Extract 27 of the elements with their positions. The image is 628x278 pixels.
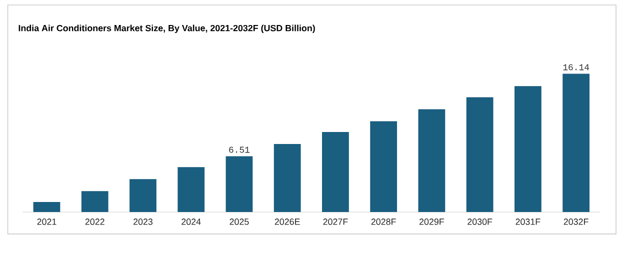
x-tick-label: 2025 [230,218,249,225]
x-tick-label: 2022 [85,218,104,225]
x-tick-label: 2027F [323,218,348,225]
x-tick-label: 2032F [564,218,588,225]
x-tick-label: 2024 [182,218,201,225]
bar [226,156,253,212]
x-tick-label: 2031F [516,218,540,225]
bar [418,109,446,212]
bar [562,74,590,212]
x-tick-label: 2028F [371,218,396,225]
bar [514,86,542,212]
data-label: 16.14 [563,64,589,70]
data-label: 6.51 [229,146,250,153]
chart-title: India Air Conditioners Market Size, By Value, 2021-2032F (USD Billion) [18,24,315,34]
x-tick-label: 2030F [468,218,492,225]
bar [130,179,156,212]
bar [81,191,108,212]
bar [322,132,349,212]
x-tick-label: 2026E [274,218,300,225]
bar [370,121,398,212]
x-tick-label: 2029F [420,218,444,225]
x-tick-label: 2023 [134,218,153,225]
x-tick-label: 2021 [37,218,56,225]
bar [33,202,60,212]
bar [466,97,494,212]
bar [178,167,205,212]
bar [274,144,301,212]
